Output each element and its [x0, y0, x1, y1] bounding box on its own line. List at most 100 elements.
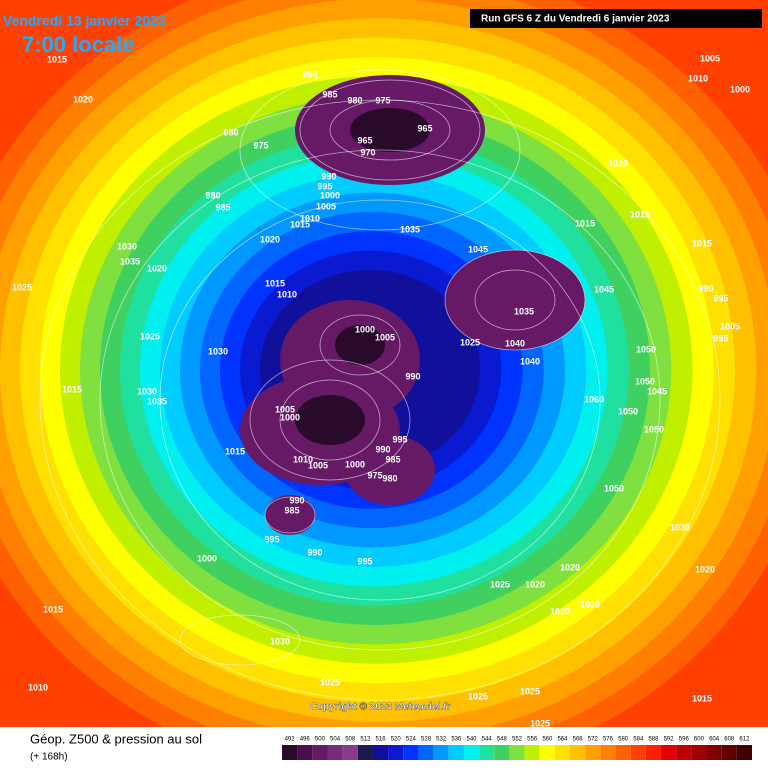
pressure-label: 985 [284, 505, 299, 515]
scale-label: 500 [315, 737, 326, 743]
pressure-label: 1020 [580, 599, 600, 609]
scale-swatch [282, 745, 298, 760]
pressure-label: 1020 [608, 158, 628, 168]
pressure-label: 1005 [316, 201, 336, 211]
scale-swatch [297, 745, 313, 760]
pressure-label: 1025 [140, 331, 160, 341]
pressure-label: 1005 [700, 53, 720, 63]
pressure-label: 990 [405, 371, 420, 381]
pressure-label: 985 [322, 89, 337, 99]
pressure-label: 1020 [147, 263, 167, 273]
pressure-label: 1015 [225, 446, 245, 456]
pressure-label: 1030 [137, 386, 157, 396]
scale-swatch [615, 745, 631, 760]
scale-label: 504 [330, 737, 341, 743]
low-blob [265, 495, 315, 535]
scale-label: 592 [664, 737, 675, 743]
pressure-label: 1010 [300, 213, 320, 223]
pressure-label: 1035 [514, 306, 534, 316]
pressure-label: 1015 [43, 604, 63, 614]
scale-swatch [342, 745, 358, 760]
pressure-label: 1010 [28, 682, 48, 692]
scale-swatch [524, 745, 540, 760]
forecast-date: Vendredi 13 janvier 2023 [3, 13, 166, 29]
pressure-label: 1040 [505, 338, 525, 348]
run-info: Run GFS 6 Z du Vendredi 6 janvier 2023 [481, 14, 670, 25]
pressure-label: 1035 [147, 396, 167, 406]
pressure-label: 985 [385, 454, 400, 464]
pressure-label: 1040 [520, 356, 540, 366]
forecast-time: 7:00 locale [22, 32, 135, 57]
pressure-label: 1035 [400, 224, 420, 234]
scale-label: 496 [300, 737, 311, 743]
pressure-label: 980 [347, 95, 362, 105]
pressure-label: 1030 [117, 241, 137, 251]
pressure-label: 1025 [12, 282, 32, 292]
pressure-label: 980 [223, 127, 238, 137]
scale-swatch [327, 745, 343, 760]
pressure-label: 1025 [468, 691, 488, 701]
pressure-label: 1020 [550, 606, 570, 616]
scale-label: 520 [391, 737, 402, 743]
pressure-label: 965 [417, 123, 432, 133]
scale-label: 572 [588, 737, 599, 743]
scale-swatch [554, 745, 571, 760]
scale-swatch [676, 745, 692, 760]
low-core [350, 108, 430, 152]
scale-swatch [721, 745, 737, 760]
pressure-label: 1025 [490, 579, 510, 589]
pressure-label: 1015 [290, 219, 310, 229]
scale-label: 492 [285, 737, 296, 743]
pressure-label: 1005 [308, 460, 328, 470]
scale-label: 512 [360, 737, 371, 743]
pressure-label: 995 [357, 556, 372, 566]
pressure-label: 995 [713, 293, 728, 303]
pressure-label: 1015 [47, 54, 67, 64]
pressure-label: 1015 [692, 693, 712, 703]
pressure-label: 1000 [320, 190, 340, 200]
scale-swatch [570, 745, 586, 760]
pressure-label: 990 [289, 495, 304, 505]
pressure-label: 965 [357, 135, 372, 145]
pressure-label: 975 [367, 470, 382, 480]
scale-label: 548 [497, 737, 508, 743]
pressure-label: 1025 [320, 677, 340, 687]
pressure-label: 1000 [197, 553, 217, 563]
scale-label: 540 [467, 737, 478, 743]
scale-label: 580 [618, 737, 629, 743]
pressure-label: 1015 [265, 278, 285, 288]
pressure-label: 990 [307, 547, 322, 557]
scale-swatch [312, 745, 328, 760]
pressure-label: 1000 [345, 459, 365, 469]
scale-label: 528 [421, 737, 432, 743]
run-box [470, 9, 762, 28]
scale-swatch [645, 745, 662, 760]
pressure-label: 1010 [293, 454, 313, 464]
pressure-label: 1020 [260, 234, 280, 244]
pressure-label: 1030 [270, 636, 290, 646]
scale-swatch [661, 745, 677, 760]
scale-label: 560 [542, 737, 553, 743]
pressure-label: 1000 [730, 84, 750, 94]
pressure-label: 990 [698, 283, 713, 293]
pressure-label: 990 [375, 444, 390, 454]
low-blob [445, 250, 585, 350]
scale-swatch [479, 745, 495, 760]
scale-swatch [372, 745, 389, 760]
pressure-label: 1020 [695, 564, 715, 574]
scale-label: 564 [557, 737, 568, 743]
scale-label: 568 [573, 737, 584, 743]
pressure-label: 1025 [460, 337, 480, 347]
pressure-label: 1025 [530, 718, 550, 728]
pressure-label: 1015 [692, 238, 712, 248]
scale-label: 556 [527, 737, 538, 743]
pressure-label: 1045 [594, 284, 614, 294]
pressure-label: 1015 [630, 209, 650, 219]
pressure-label: 990 [321, 171, 336, 181]
color-scale: 492 496 500 504 508 512 516 520 524 528 532 536 540 5… [282, 737, 752, 760]
scale-label: 532 [436, 737, 447, 743]
scale-label: 608 [724, 737, 735, 743]
scale-label: 544 [482, 737, 493, 743]
